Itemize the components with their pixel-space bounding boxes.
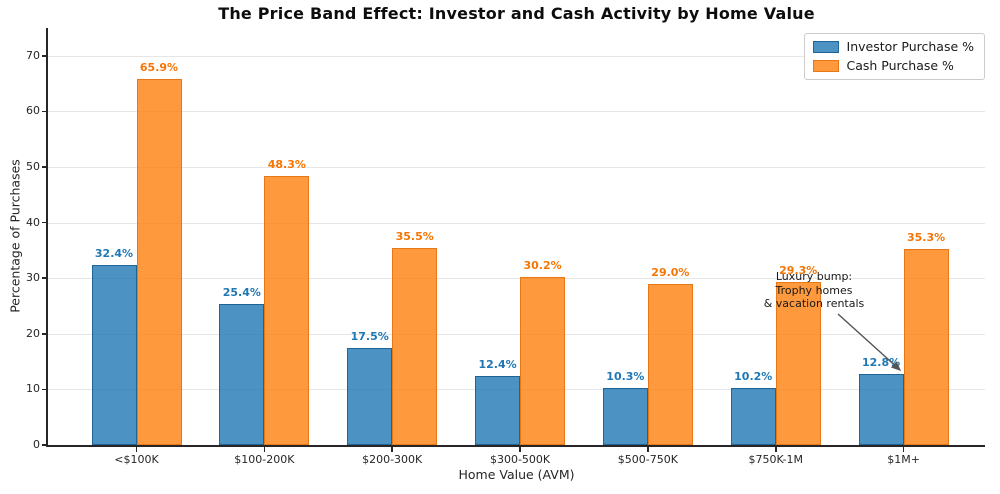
x-tick-label-0: <$100K (114, 453, 159, 466)
x-tick-label-4: $500-750K (617, 453, 678, 466)
bar-value-label-cash-2: 35.5% (395, 229, 434, 243)
legend-item-cash: Cash Purchase % (812, 58, 974, 73)
bar-cash-4 (647, 283, 693, 445)
x-axis-spine (46, 445, 985, 447)
x-tick-mark-0 (135, 447, 138, 452)
annotation-line-3: & vacation rentals (763, 297, 865, 310)
y-tick-label-10: 10 (26, 382, 40, 396)
x-axis-title: Home Value (AVM) (458, 467, 575, 482)
bar-cash-2 (392, 247, 438, 445)
x-tick-mark-4 (647, 447, 649, 452)
x-tick-mark-5 (775, 447, 777, 452)
bar-cash-6 (903, 248, 949, 445)
bar-value-label-cash-3: 30.2% (523, 259, 562, 273)
x-tick-mark-3 (519, 447, 521, 452)
annotation-line-1: Luxury bump: (775, 270, 853, 283)
bar-value-label-cash-1: 48.3% (267, 158, 306, 172)
gridline-20 (48, 333, 985, 335)
bar-value-label-investor-0: 32.4% (94, 246, 134, 260)
x-tick-label-5: $750K-1M (748, 453, 803, 466)
bar-cash-5 (775, 282, 821, 445)
bar-value-label-investor-6: 12.8% (862, 355, 901, 369)
y-tick-mark-30 (42, 277, 47, 279)
y-tick-label-60: 60 (26, 104, 40, 118)
y-tick-mark-60 (42, 110, 47, 113)
y-tick-label-40: 40 (26, 215, 40, 229)
plot-area: 0 10 20 30 40 50 60 70 <$100K 32.4% 65.9% $100-200K… (26, 28, 985, 466)
gridline-50 (48, 167, 985, 168)
x-tick-label-2: $200-300K (362, 453, 423, 466)
annotation-luxury-bump: Luxury bump: Trophy homes & vacation ren… (764, 270, 865, 311)
bar-cash-0 (136, 78, 182, 445)
bar-value-label-cash-0: 65.9% (139, 60, 179, 74)
y-axis-title: Percentage of Purchases (7, 159, 23, 313)
y-tick-label-30: 30 (26, 271, 40, 285)
bar-investor-0 (91, 264, 137, 445)
y-tick-mark-40 (42, 221, 47, 224)
bar-value-label-cash-4: 29.0% (651, 265, 690, 279)
y-tick-mark-70 (42, 55, 47, 57)
y-tick-mark-0 (42, 444, 47, 446)
bar-value-label-investor-4: 10.3% (606, 369, 645, 383)
bar-value-label-investor-1: 25.4% (222, 285, 261, 299)
x-tick-mark-6 (902, 447, 905, 452)
bar-value-label-investor-2: 17.5% (350, 329, 389, 343)
legend-label-cash: Cash Purchase % (846, 58, 954, 73)
bar-investor-4 (602, 387, 648, 445)
bar-investor-6 (858, 373, 904, 445)
x-tick-mark-2 (391, 447, 393, 452)
bar-value-label-cash-5: 29.3% (779, 264, 818, 278)
gridline-60 (48, 111, 985, 113)
x-tick-label-3: $300-500K (489, 453, 551, 466)
x-tick-mark-1 (263, 447, 266, 452)
y-tick-label-70: 70 (26, 48, 40, 62)
bar-investor-1 (219, 303, 265, 445)
bar-cash-3 (520, 277, 566, 445)
y-tick-label-20: 20 (26, 326, 40, 340)
y-tick-mark-20 (42, 333, 47, 335)
bar-value-label-cash-6: 35.3% (907, 230, 946, 244)
bar-investor-3 (475, 376, 521, 445)
legend-item-investor: Investor Purchase % (812, 39, 974, 54)
bar-cash-1 (264, 176, 310, 445)
gridline-40 (48, 222, 985, 224)
legend: Investor Purchase % Cash Purchase % (803, 33, 985, 80)
gridline-30 (48, 278, 985, 280)
bar-value-label-investor-5: 10.2% (734, 370, 773, 384)
annotation-line-2: Trophy homes (775, 283, 853, 297)
chart-title: The Price Band Effect: Investor and Cash… (218, 4, 815, 23)
gridline-70 (48, 55, 985, 57)
legend-label-investor: Investor Purchase % (846, 39, 974, 54)
x-tick-label-6: $1M+ (887, 453, 920, 466)
legend-swatch-cash (812, 59, 839, 72)
bar-investor-2 (347, 347, 393, 445)
y-tick-mark-50 (42, 166, 47, 168)
bar-value-label-investor-3: 12.4% (478, 358, 517, 372)
y-tick-label-50: 50 (26, 160, 40, 173)
x-tick-label-1: $100-200K (234, 453, 295, 466)
legend-swatch-investor (812, 40, 839, 53)
y-axis-spine (46, 28, 48, 445)
y-tick-mark-10 (42, 388, 47, 391)
bar-investor-5 (730, 388, 776, 445)
y-tick-label-0: 0 (33, 438, 40, 451)
